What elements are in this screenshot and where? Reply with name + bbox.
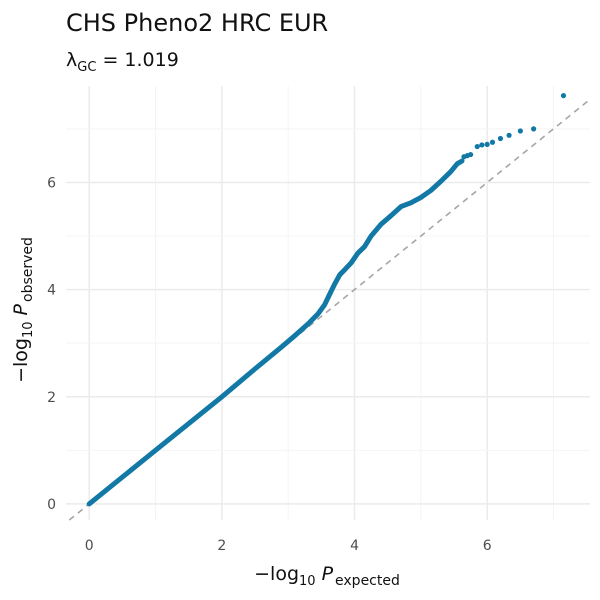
x-tick-label: 4	[350, 538, 359, 554]
lambda-equals: =	[96, 49, 124, 71]
qq-point	[489, 139, 496, 145]
chart-subtitle: λGC = 1.019	[66, 49, 179, 75]
lambda-value: 1.019	[124, 49, 178, 71]
qq-points-dense	[86, 158, 465, 507]
qq-point	[468, 151, 474, 158]
y-tick-labels: 0 2 4 6	[47, 175, 56, 512]
qq-point	[531, 126, 537, 132]
chart-title: CHS Pheno2 HRC EUR	[66, 9, 328, 37]
qq-point	[517, 128, 523, 134]
x-tick-label: 0	[85, 538, 94, 554]
grid-lines	[66, 86, 590, 520]
x-axis-prefix: −log	[254, 563, 299, 585]
y-tick-label: 2	[47, 390, 56, 406]
x-tick-labels: 0 2 4 6	[85, 538, 492, 554]
plot-area	[66, 86, 591, 521]
qq-points	[461, 93, 567, 160]
y-axis-base: 10	[21, 321, 36, 338]
y-axis-title: −log10 Pobserved	[10, 237, 36, 383]
qq-point	[506, 132, 512, 138]
qq-point	[484, 141, 490, 148]
y-tick-label: 4	[47, 283, 56, 299]
lambda-subscript: GC	[77, 60, 96, 75]
y-tick-label: 0	[47, 497, 56, 513]
lambda-symbol: λ	[66, 49, 77, 71]
y-tick-label: 6	[47, 175, 56, 191]
x-axis-variable: P	[322, 563, 334, 585]
x-axis-base: 10	[299, 574, 316, 589]
y-axis-prefix: −log	[10, 338, 32, 383]
qq-point	[474, 143, 480, 150]
qq-point	[479, 142, 485, 148]
y-axis-variable: P	[10, 303, 32, 315]
x-tick-label: 2	[217, 538, 226, 554]
x-axis-subscript: expected	[335, 573, 400, 589]
x-tick-label: 6	[483, 538, 492, 554]
y-axis-subscript: observed	[20, 237, 36, 302]
qq-point	[497, 135, 504, 142]
qq-point	[560, 93, 567, 99]
